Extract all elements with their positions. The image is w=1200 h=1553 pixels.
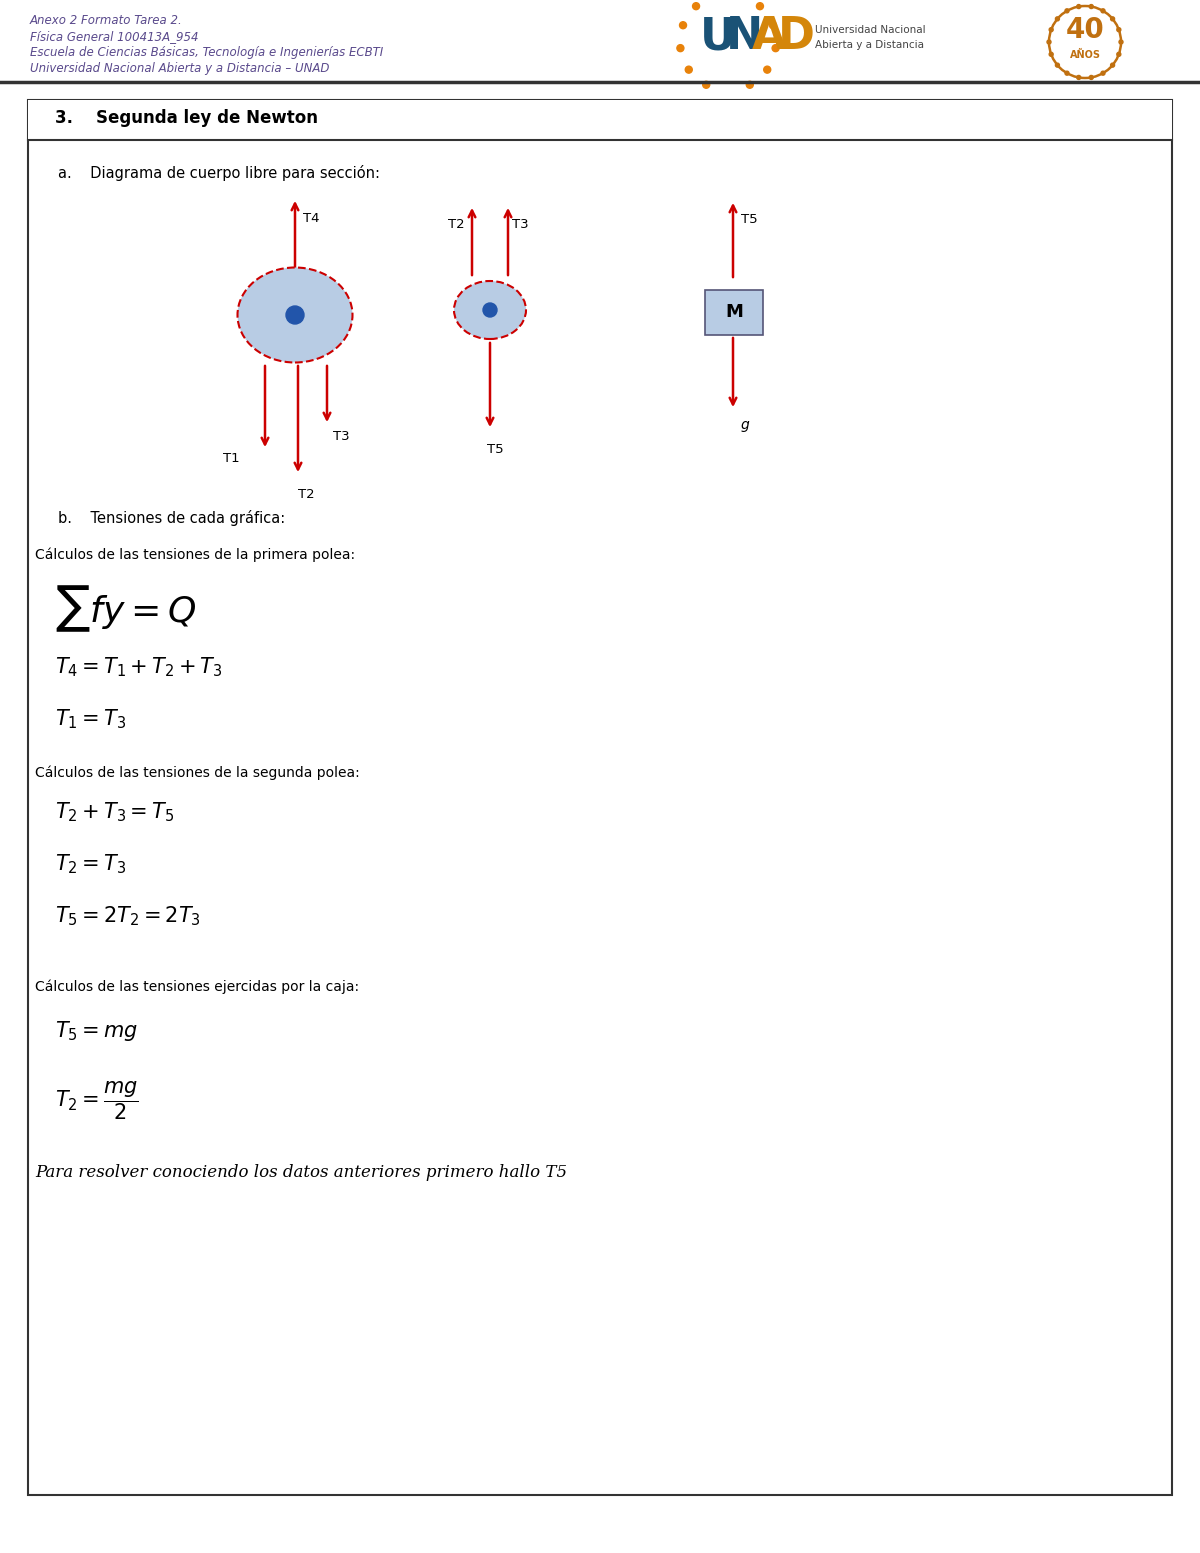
- Text: g: g: [742, 418, 750, 432]
- Text: Anexo 2 Formato Tarea 2.: Anexo 2 Formato Tarea 2.: [30, 14, 182, 26]
- Text: T4: T4: [302, 213, 319, 225]
- Text: $T_2=T_3$: $T_2=T_3$: [55, 853, 126, 876]
- Text: $T_1=T_3$: $T_1=T_3$: [55, 707, 126, 730]
- Circle shape: [703, 81, 709, 89]
- Text: $\sum fy=Q$: $\sum fy=Q$: [55, 582, 197, 634]
- Circle shape: [1120, 40, 1123, 43]
- Circle shape: [286, 306, 304, 325]
- Circle shape: [1117, 28, 1121, 31]
- Bar: [28, 99, 1172, 140]
- Circle shape: [1066, 9, 1069, 12]
- Ellipse shape: [238, 267, 353, 362]
- Text: U: U: [700, 16, 737, 57]
- Circle shape: [1102, 9, 1105, 12]
- Text: T2: T2: [448, 217, 464, 231]
- Circle shape: [1056, 64, 1060, 67]
- Text: Para resolver conociendo los datos anteriores primero hallo T5: Para resolver conociendo los datos anter…: [35, 1165, 568, 1180]
- Text: D: D: [778, 16, 815, 57]
- Bar: [28, 99, 1172, 1496]
- Circle shape: [1046, 40, 1051, 43]
- Text: 3.    Segunda ley de Newton: 3. Segunda ley de Newton: [55, 109, 318, 127]
- Circle shape: [1056, 17, 1060, 20]
- Circle shape: [763, 67, 770, 73]
- Text: T3: T3: [512, 217, 529, 231]
- Circle shape: [1110, 17, 1115, 20]
- Circle shape: [1117, 53, 1121, 56]
- Ellipse shape: [454, 281, 526, 339]
- Circle shape: [1049, 28, 1054, 31]
- Text: b.    Tensiones de cada gráfica:: b. Tensiones de cada gráfica:: [58, 509, 286, 526]
- Text: T1: T1: [223, 452, 240, 464]
- Circle shape: [677, 45, 684, 51]
- Text: AÑOS: AÑOS: [1069, 50, 1100, 61]
- Circle shape: [1110, 64, 1115, 67]
- Circle shape: [482, 303, 497, 317]
- Circle shape: [1102, 71, 1105, 75]
- Text: $T_5=2T_2=2T_3$: $T_5=2T_2=2T_3$: [55, 904, 200, 927]
- Circle shape: [746, 81, 754, 89]
- Circle shape: [1090, 5, 1093, 9]
- Text: Cálculos de las tensiones de la segunda polea:: Cálculos de las tensiones de la segunda …: [35, 766, 360, 780]
- Circle shape: [1049, 6, 1121, 78]
- Circle shape: [756, 3, 763, 9]
- Text: Universidad Nacional Abierta y a Distancia – UNAD: Universidad Nacional Abierta y a Distanc…: [30, 62, 329, 75]
- Text: $T_2+T_3=T_5$: $T_2+T_3=T_5$: [55, 800, 174, 823]
- Circle shape: [1049, 53, 1054, 56]
- Circle shape: [679, 22, 686, 28]
- Circle shape: [1076, 5, 1081, 9]
- Text: Escuela de Ciencias Básicas, Tecnología e Ingenierías ECBTI: Escuela de Ciencias Básicas, Tecnología …: [30, 47, 383, 59]
- Text: Universidad Nacional: Universidad Nacional: [815, 25, 925, 36]
- Text: $T_5=mg$: $T_5=mg$: [55, 1019, 138, 1044]
- Text: N: N: [726, 16, 763, 57]
- Text: 40: 40: [1066, 16, 1104, 43]
- Circle shape: [1090, 76, 1093, 79]
- Circle shape: [772, 45, 779, 51]
- Text: Cálculos de las tensiones de la primera polea:: Cálculos de las tensiones de la primera …: [35, 548, 355, 562]
- Text: $T_2=\dfrac{mg}{2}$: $T_2=\dfrac{mg}{2}$: [55, 1079, 139, 1121]
- Text: Cálculos de las tensiones ejercidas por la caja:: Cálculos de las tensiones ejercidas por …: [35, 978, 359, 994]
- Text: T2: T2: [298, 488, 314, 502]
- Circle shape: [1076, 76, 1081, 79]
- Text: T5: T5: [487, 443, 504, 457]
- Circle shape: [685, 67, 692, 73]
- Text: A: A: [752, 16, 786, 57]
- Text: T3: T3: [334, 430, 349, 443]
- Text: M: M: [725, 303, 743, 321]
- Circle shape: [692, 3, 700, 9]
- Text: Abierta y a Distancia: Abierta y a Distancia: [815, 40, 924, 50]
- Circle shape: [1066, 71, 1069, 75]
- Text: $T_4=T_1+T_2+T_3$: $T_4=T_1+T_2+T_3$: [55, 655, 222, 679]
- Bar: [706, 290, 763, 335]
- Text: T5: T5: [742, 213, 757, 227]
- Text: a.    Diagrama de cuerpo libre para sección:: a. Diagrama de cuerpo libre para sección…: [58, 165, 380, 182]
- Circle shape: [769, 22, 776, 28]
- Text: Física General 100413A_954: Física General 100413A_954: [30, 30, 198, 43]
